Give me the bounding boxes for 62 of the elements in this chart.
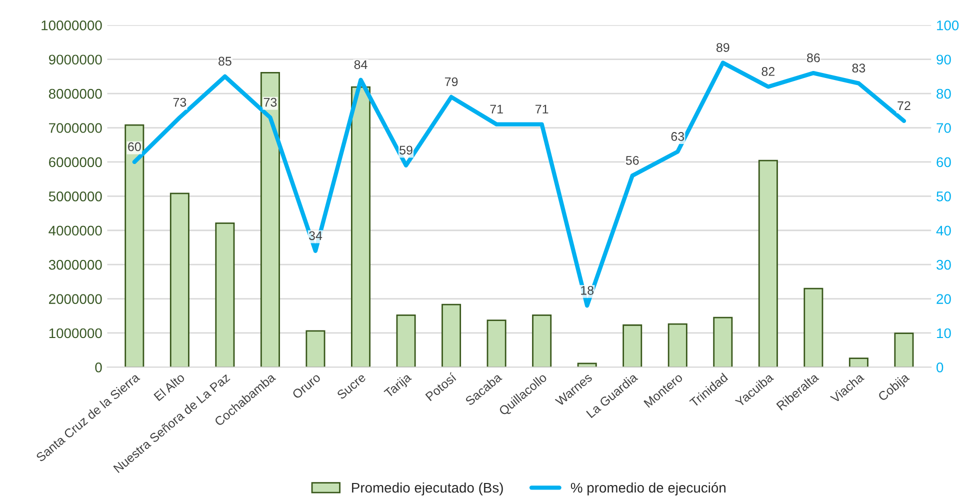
data-label: 89 <box>716 43 730 52</box>
data-label: 60 <box>128 142 141 152</box>
legend-label: % promedio de ejecución <box>570 482 726 496</box>
y2-tick-label: 30 <box>936 260 951 270</box>
data-label: 86 <box>807 53 820 62</box>
bar <box>396 314 416 368</box>
bar <box>532 314 552 368</box>
y-tick-label: 9000000 <box>48 54 102 65</box>
y-tick-label: 4000000 <box>48 226 102 236</box>
data-label: 79 <box>444 77 458 86</box>
y-tick-label: 8000000 <box>48 88 102 99</box>
data-label: 63 <box>671 132 684 141</box>
bar <box>170 192 190 368</box>
bar <box>486 320 506 368</box>
y2-tick-label: 100 <box>937 20 959 30</box>
y-tick-label: 3000000 <box>48 260 102 270</box>
y2-tick-label: 80 <box>936 88 951 99</box>
bar <box>577 362 597 368</box>
data-label: 71 <box>490 104 503 114</box>
bar <box>124 124 144 368</box>
data-label: 72 <box>898 101 910 110</box>
y2-tick-label: 20 <box>936 294 951 304</box>
bar <box>215 222 235 368</box>
bar <box>668 323 688 368</box>
data-label: 83 <box>852 64 866 72</box>
bar <box>804 288 824 368</box>
y2-tick-label: 90 <box>936 54 951 65</box>
bar <box>260 72 280 368</box>
x-tick-label: El Alto <box>153 372 186 402</box>
data-label: 59 <box>400 146 412 155</box>
bar <box>758 160 778 368</box>
y-tick-label: 2000000 <box>49 294 102 304</box>
bar <box>713 316 733 368</box>
bar <box>442 304 462 368</box>
data-label: 73 <box>264 98 277 107</box>
y2-tick-label: 0 <box>936 362 944 372</box>
y2-tick-label: 60 <box>936 157 951 168</box>
y-tick-label: 7000000 <box>49 123 102 133</box>
y-tick-label: 1000000 <box>49 328 102 338</box>
legend-label: Promedio ejecutado (Bs) <box>352 482 503 496</box>
bar <box>306 330 326 368</box>
y-tick-label: 6000000 <box>49 157 102 168</box>
data-label: 84 <box>354 60 368 70</box>
y-tick-label: 10000000 <box>42 20 102 30</box>
bar <box>622 324 642 368</box>
data-label: 18 <box>581 286 594 295</box>
data-label: 56 <box>626 156 639 165</box>
y2-tick-label: 40 <box>936 226 951 236</box>
bar <box>894 332 914 368</box>
y2-tick-label: 10 <box>937 328 951 338</box>
data-label: 82 <box>762 67 774 76</box>
y2-tick-label: 50 <box>936 192 951 202</box>
y-tick-label: 0 <box>95 362 102 372</box>
x-tick-label: Tarija <box>383 372 414 400</box>
data-label: 34 <box>309 231 322 240</box>
bar <box>848 358 868 368</box>
bar <box>351 86 370 368</box>
data-label: 73 <box>173 98 186 107</box>
data-label: 85 <box>218 56 232 66</box>
y2-tick-label: 70 <box>936 123 951 133</box>
data-label: 71 <box>536 104 548 114</box>
y-tick-label: 5000000 <box>48 192 102 202</box>
